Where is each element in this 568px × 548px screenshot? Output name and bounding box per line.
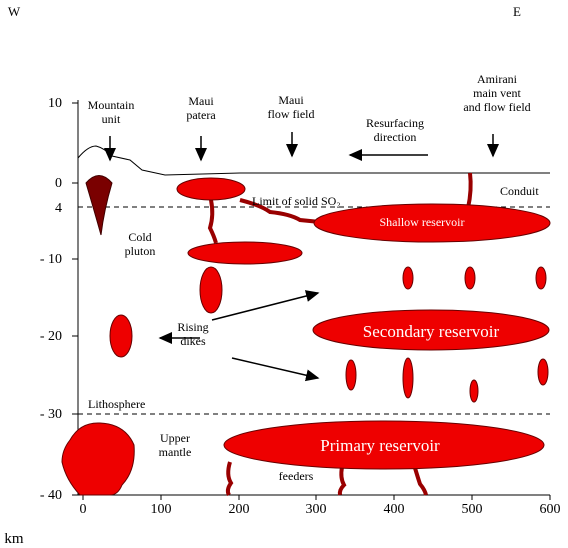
- feeders-label: feeders: [279, 469, 314, 483]
- resurfacing-label: Resurfacing: [366, 116, 424, 130]
- east-label: E: [513, 4, 521, 19]
- secondary-reservoir-label: Secondary reservoir: [363, 322, 500, 341]
- limit-label: Limit of solid SO₂: [252, 194, 341, 208]
- maui-flow-field-label: flow field: [268, 107, 315, 121]
- cold-pluton-label: pluton: [125, 244, 156, 258]
- x-tick-label: 0: [80, 502, 87, 517]
- west-label: W: [8, 4, 21, 19]
- y-tick-label: - 20: [40, 329, 62, 344]
- unit-label: km: [4, 531, 24, 547]
- amirani-label: and flow field: [463, 100, 530, 114]
- x-tick-label: 200: [229, 502, 250, 517]
- x-tick-label: 400: [384, 502, 405, 517]
- rising-dikes-label: dikes: [180, 334, 206, 348]
- primary-reservoir-label: Primary reservoir: [320, 436, 440, 455]
- layout: [62, 100, 550, 500]
- lithosphere-label: Lithosphere: [88, 397, 145, 411]
- y-tick-label: 10: [48, 96, 62, 111]
- y-tick-label: - 10: [40, 252, 62, 267]
- x-tick-label: 100: [151, 502, 172, 517]
- y-tick-label: - 40: [40, 488, 62, 503]
- maui-flow-field-label: Maui: [278, 93, 304, 107]
- y-tick-label: - 30: [40, 407, 62, 422]
- maui-patera-label: patera: [186, 108, 216, 122]
- mountain-unit-label: unit: [102, 112, 121, 126]
- x-tick-label: 300: [306, 502, 327, 517]
- y-tick-label: 0: [55, 176, 62, 191]
- upper-mantle-label: Upper: [160, 431, 190, 445]
- shallow-reservoir-label: Shallow reservoir: [380, 215, 465, 229]
- amirani-label: Amirani: [477, 72, 518, 86]
- diagram: WE1004- 10- 20- 30- 40010020030040050060…: [0, 0, 568, 548]
- x-tick-label: 600: [540, 502, 561, 517]
- maui-patera-label: Maui: [188, 94, 214, 108]
- amirani-label: main vent: [473, 86, 521, 100]
- resurfacing-label: direction: [374, 130, 417, 144]
- y-tick-label: 4: [55, 201, 62, 216]
- mountain-unit-label: Mountain: [88, 98, 135, 112]
- upper-mantle-label: mantle: [159, 445, 192, 459]
- rising-dikes-label: Rising: [177, 320, 208, 334]
- conduit-label: Conduit: [500, 184, 539, 198]
- cold-pluton-label: Cold: [128, 230, 151, 244]
- x-tick-label: 500: [462, 502, 483, 517]
